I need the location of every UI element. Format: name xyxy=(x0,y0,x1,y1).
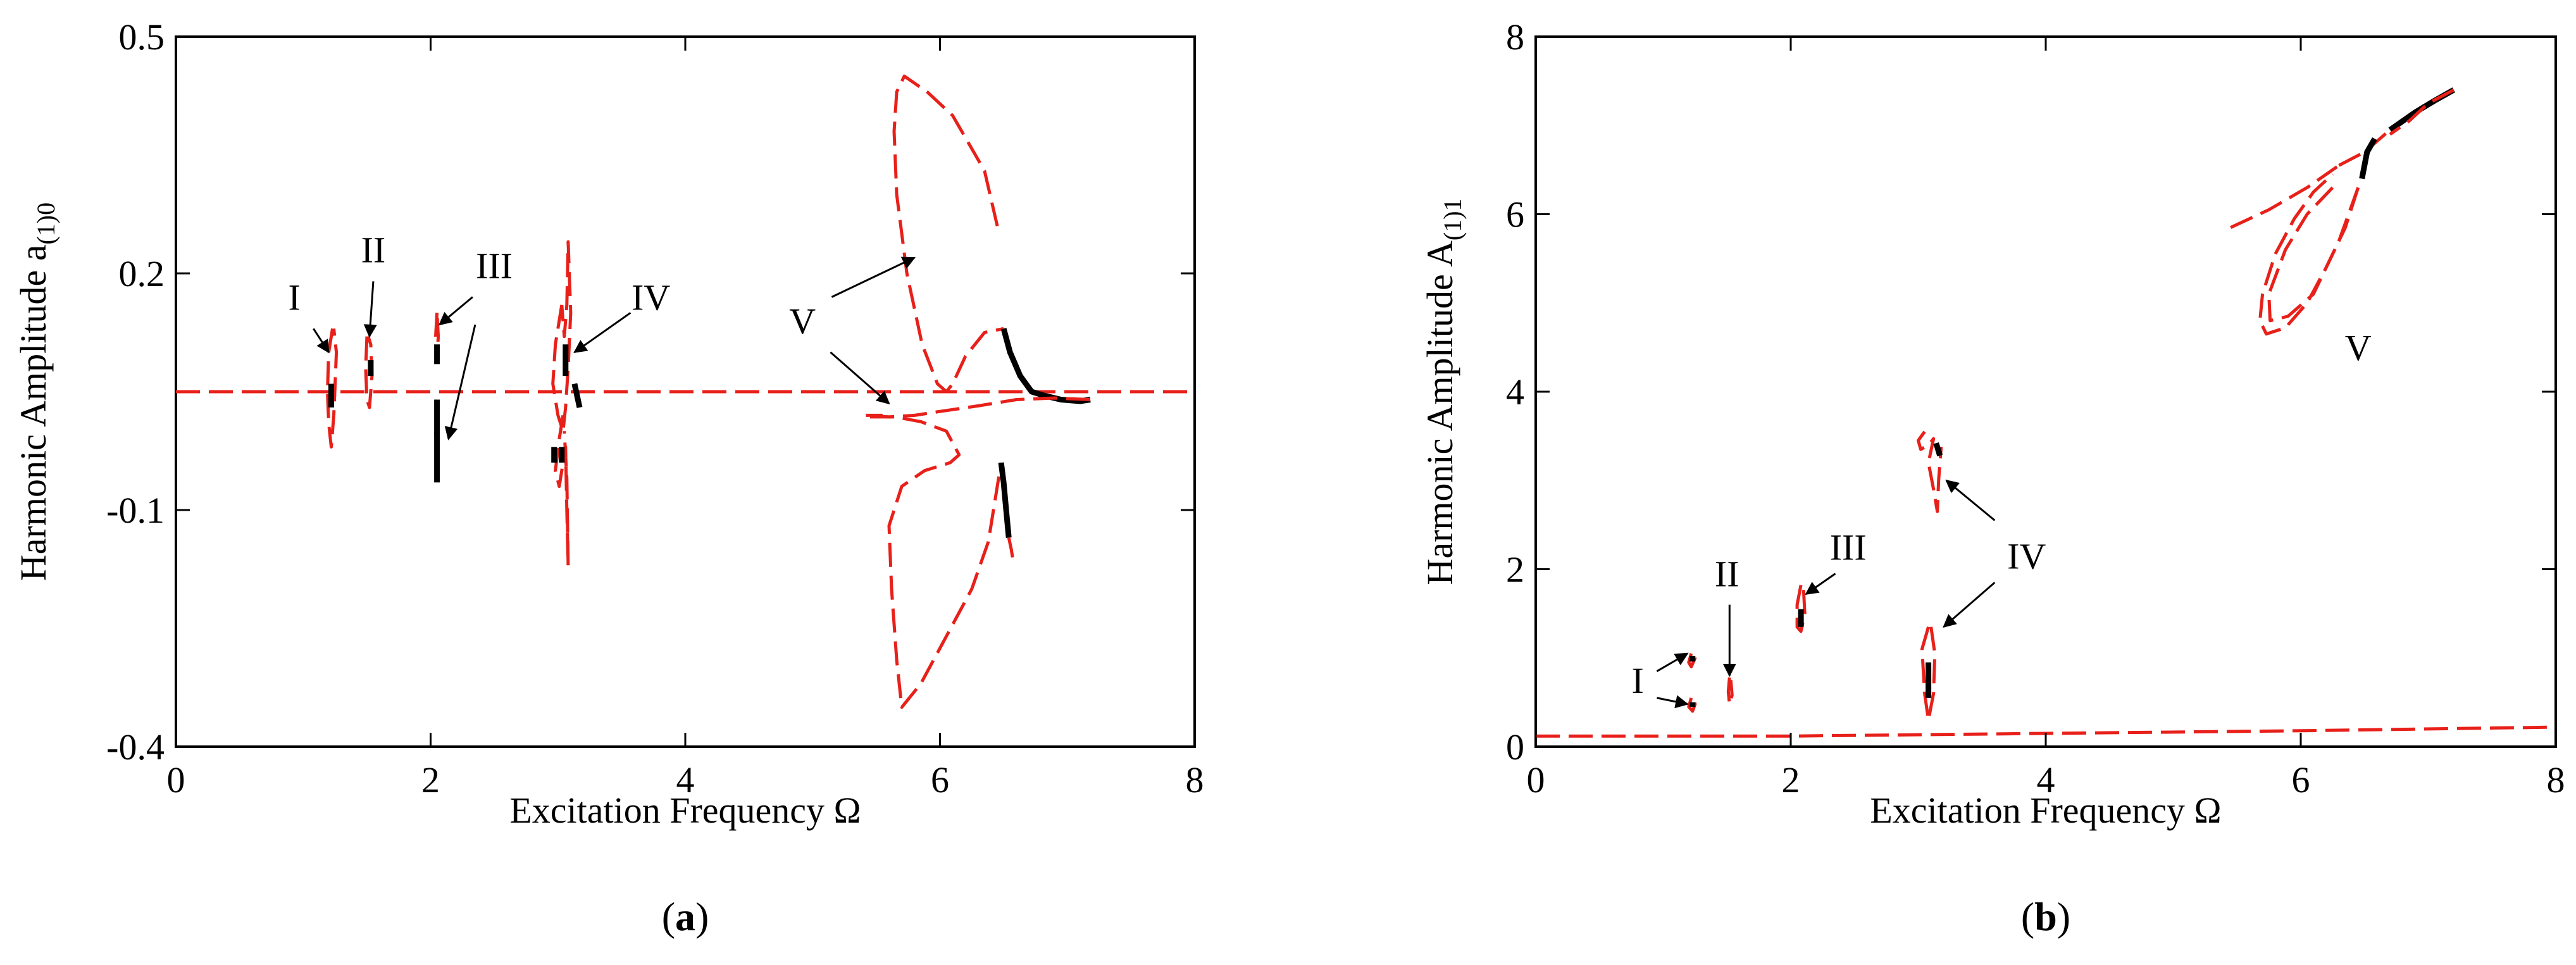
curve-a-1-unstable xyxy=(326,328,339,449)
curve-a-18-unstable xyxy=(869,415,1003,709)
annotation-a-0: I xyxy=(288,277,300,318)
x-tick-label-a-0: 0 xyxy=(167,759,185,800)
y-tick-label-a-0: -0.4 xyxy=(106,726,165,768)
curves-a xyxy=(176,74,1195,709)
y-axis-label-b: Harmonic Amplitude A(1)1 xyxy=(1419,198,1467,585)
x-tick-label-a-4: 8 xyxy=(1186,759,1204,800)
y-tick-label-b-2: 4 xyxy=(1506,371,1524,413)
y-axis-label-a-main: Harmonic Amplitude a xyxy=(13,245,54,582)
curve-a-9-unstable xyxy=(551,240,573,433)
x-axis-label-a: Excitation Frequency Ω xyxy=(509,790,861,831)
panel-label-a-close: ) xyxy=(695,894,709,939)
annotation-b-4: V xyxy=(2345,327,2372,368)
annotation-a-4: V xyxy=(789,301,816,342)
curve-a-3-unstable xyxy=(364,335,374,409)
curve-a-12-stable xyxy=(571,383,583,408)
curve-b-6-unstable xyxy=(1795,585,1807,633)
y-tick-label-b-1: 2 xyxy=(1506,549,1524,590)
annotation-arrow-b-0-0 xyxy=(1656,652,1689,673)
curve-b-15-unstable xyxy=(2389,88,2455,136)
curve-a-16-stable xyxy=(1000,328,1091,404)
y-tick-label-a-2: 0.2 xyxy=(119,253,165,294)
panel-label-a-open: ( xyxy=(662,894,675,939)
annotation-arrow-a-2-0 xyxy=(438,296,473,326)
y-tick-label-a-3: 0.5 xyxy=(119,16,165,58)
y-axis-label-a-sub: (1)0 xyxy=(32,202,60,245)
annotation-arrow-b-2-0 xyxy=(1805,573,1836,595)
curve-b-2-unstable xyxy=(1687,696,1697,713)
panel-label-a-letter: a xyxy=(675,894,695,939)
x-tick-label-b-4: 8 xyxy=(2547,759,2565,800)
curve-b-18-unstable xyxy=(2267,186,2360,323)
x-ticks-a: 0 2 4 6 8 xyxy=(167,37,1204,800)
x-tick-label-a-2: 4 xyxy=(676,759,695,800)
annotation-arrow-b-0-1 xyxy=(1657,695,1689,709)
y-ticks-a: -0.4 -0.1 0.2 0.5 xyxy=(106,16,1195,768)
annotation-arrow-a-2-1 xyxy=(444,324,476,440)
curve-b-10-unstable xyxy=(1920,626,1937,722)
annotation-arrow-a-0-0 xyxy=(313,328,330,354)
curve-a-15-unstable xyxy=(892,74,1004,394)
x-tick-label-b-1: 2 xyxy=(1782,759,1800,800)
annotation-b-0: I xyxy=(1632,660,1644,701)
curve-b-16-stable xyxy=(2359,137,2377,180)
y-ticks-b: 0 2 4 6 8 xyxy=(1506,16,2556,768)
annotation-arrow-a-3-0 xyxy=(573,312,632,353)
y-axis-label-b-sub: (1)1 xyxy=(1438,198,1467,240)
y-axis-label-a: Harmonic Amplitude a(1)0 xyxy=(13,202,60,581)
panel-label-b-close: ) xyxy=(2057,894,2070,939)
annotation-arrow-a-4-1 xyxy=(830,351,890,405)
annotation-arrow-b-3-1 xyxy=(1943,582,1996,628)
curve-b-1-unstable xyxy=(1687,650,1697,669)
curve-b-8-unstable xyxy=(1917,430,1943,513)
y-tick-label-a-1: -0.1 xyxy=(106,490,165,531)
y-axis-label-b-main: Harmonic Amplitude A xyxy=(1419,240,1460,585)
annotation-arrow-b-3-0 xyxy=(1945,479,1996,521)
x-tick-label-a-1: 2 xyxy=(421,759,440,800)
x-tick-label-a-3: 6 xyxy=(931,759,949,800)
x-ticks-b: 0 2 4 6 8 xyxy=(1527,37,2565,800)
annotation-a-1: II xyxy=(361,230,386,271)
y-tick-label-b-3: 6 xyxy=(1506,194,1524,235)
y-tick-label-b-0: 0 xyxy=(1506,726,1524,768)
annotation-b-3: IV xyxy=(2007,535,2046,576)
curve-b-12-unstable xyxy=(2230,164,2340,229)
panel-label-b: (b) xyxy=(2021,894,2070,939)
curve-a-20-unstable xyxy=(1007,537,1014,558)
curve-b-9-stable xyxy=(1933,442,1943,457)
curve-a-19-stable xyxy=(998,462,1012,539)
annotation-a-2: III xyxy=(476,246,513,287)
x-tick-label-b-0: 0 xyxy=(1527,759,1545,800)
annotation-b-1: II xyxy=(1715,554,1739,595)
panel-label-b-letter: b xyxy=(2034,894,2057,939)
annotation-arrow-a-1-0 xyxy=(363,281,377,338)
annotation-a-3: IV xyxy=(632,277,670,318)
x-tick-label-b-3: 6 xyxy=(2292,759,2310,800)
annotation-b-2: III xyxy=(1830,526,1867,568)
x-tick-label-b-2: 4 xyxy=(2037,759,2055,800)
panel-label-b-open: ( xyxy=(2021,894,2034,939)
x-axis-label-b: Excitation Frequency Ω xyxy=(1870,790,2221,831)
curve-b-13-unstable xyxy=(2338,128,2391,167)
y-tick-label-b-4: 8 xyxy=(1506,16,1524,58)
panel-label-a: (a) xyxy=(662,894,709,939)
curve-b-5-unstable xyxy=(1726,677,1734,706)
annotation-arrow-a-4-0 xyxy=(831,256,916,298)
